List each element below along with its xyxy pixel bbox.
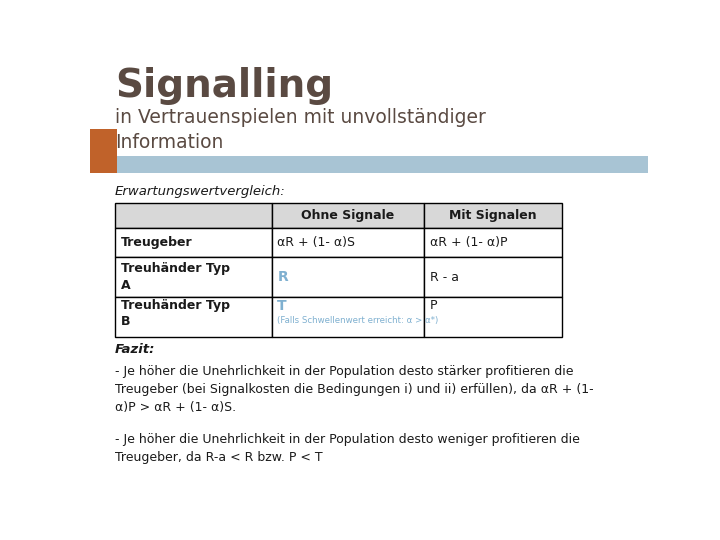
Bar: [271, 257, 425, 297]
Bar: [425, 228, 562, 257]
Bar: [425, 257, 562, 297]
Bar: [115, 257, 271, 297]
Bar: [115, 297, 271, 337]
Text: αR + (1- α)S: αR + (1- α)S: [277, 237, 356, 249]
Text: Treugeber: Treugeber: [121, 237, 192, 249]
Text: Fazit:: Fazit:: [115, 343, 156, 356]
Text: Ohne Signale: Ohne Signale: [302, 209, 395, 222]
Bar: [115, 228, 271, 257]
Text: Treuhänder Typ: Treuhänder Typ: [121, 299, 230, 312]
Text: Signalling: Signalling: [115, 67, 333, 105]
Text: Mit Signalen: Mit Signalen: [449, 209, 537, 222]
Bar: [90, 65, 648, 173]
Text: αR + (1- α)P: αR + (1- α)P: [430, 237, 508, 249]
Bar: [271, 203, 425, 228]
Bar: [271, 297, 425, 337]
Text: P: P: [430, 299, 438, 312]
Text: (Falls Schwellenwert erreicht: α > α*): (Falls Schwellenwert erreicht: α > α*): [277, 316, 438, 325]
Bar: [115, 203, 271, 228]
Text: T: T: [277, 299, 287, 313]
Bar: [90, 129, 117, 173]
Text: Treuhänder Typ
A: Treuhänder Typ A: [121, 262, 230, 292]
Text: - Je höher die Unehrlichkeit in der Population desto weniger profitieren die
Tre: - Je höher die Unehrlichkeit in der Popu…: [115, 433, 580, 464]
Text: R - a: R - a: [430, 271, 459, 284]
Bar: [271, 228, 425, 257]
Text: Erwartungswertvergleich:: Erwartungswertvergleich:: [115, 185, 286, 198]
Bar: [90, 65, 648, 156]
Bar: [425, 297, 562, 337]
Text: - Je höher die Unehrlichkeit in der Population desto stärker profitieren die
Tre: - Je höher die Unehrlichkeit in der Popu…: [115, 365, 594, 414]
Text: in Vertrauenspielen mit unvollständiger
Information: in Vertrauenspielen mit unvollständiger …: [115, 109, 486, 152]
Bar: [425, 203, 562, 228]
Text: B: B: [121, 315, 130, 328]
Text: R: R: [277, 270, 288, 284]
